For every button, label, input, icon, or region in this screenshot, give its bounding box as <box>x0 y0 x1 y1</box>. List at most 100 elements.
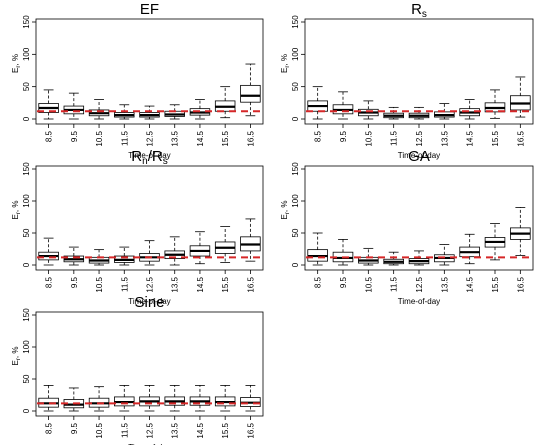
x-tick-label: 10.5 <box>95 276 104 292</box>
x-tick-label: 12.5 <box>415 130 424 146</box>
box-11.5 <box>383 106 404 120</box>
box-9.5 <box>332 238 354 266</box>
x-tick-label: 10.5 <box>364 130 373 146</box>
box-15.5 <box>214 86 236 119</box>
y-axis-label: Er, % <box>280 201 291 220</box>
box-8.5 <box>307 86 328 120</box>
box-10.5 <box>88 99 110 120</box>
x-tick-label: 14.5 <box>196 130 205 146</box>
y-tick-label: 150 <box>291 15 300 29</box>
x-axis-label: Time-of-day <box>128 443 170 445</box>
x-axis-label: Time-of-day <box>128 151 170 160</box>
x-tick-label: 13.5 <box>171 422 180 438</box>
x-tick-label: 9.5 <box>70 422 79 434</box>
panel-1: EF 0 50 100 150 Er, % 8.5 9.5 10.5 11.5 12.5 13.5 14… <box>11 1 264 160</box>
x-tick-label: 13.5 <box>171 130 180 146</box>
box-9.5 <box>63 92 85 120</box>
x-tick-label: 14.5 <box>196 422 205 438</box>
y-tick-label: 0 <box>22 408 31 413</box>
x-tick-label: 16.5 <box>516 130 525 146</box>
y-tick-label: 100 <box>291 47 300 61</box>
panel-title: Sine <box>134 294 164 311</box>
y-tick-label: 50 <box>22 374 31 383</box>
x-tick-label: 11.5 <box>120 276 129 292</box>
box-8.5 <box>38 89 59 120</box>
y-tick-label: 150 <box>22 162 31 176</box>
x-tick-label: 13.5 <box>440 130 449 146</box>
y-tick-label: 150 <box>22 308 31 322</box>
x-tick-label: 9.5 <box>339 276 348 288</box>
y-tick-label: 100 <box>22 194 31 208</box>
x-tick-label: 11.5 <box>390 130 399 146</box>
box-16.5 <box>510 206 531 256</box>
box-12.5 <box>139 240 160 266</box>
box-14.5 <box>189 384 211 412</box>
box-13.5 <box>434 244 455 266</box>
x-tick-label: 14.5 <box>466 276 475 292</box>
iqr-box <box>240 84 261 103</box>
x-tick-label: 11.5 <box>390 276 399 292</box>
y-axis-label: Er, % <box>11 347 22 366</box>
box-16.5 <box>510 76 531 118</box>
box-16.5 <box>240 218 261 262</box>
y-tick-label: 0 <box>291 262 300 267</box>
x-tick-label: 10.5 <box>95 422 104 438</box>
y-tick-label: 150 <box>291 162 300 176</box>
box-8.5 <box>307 232 328 266</box>
box-10.5 <box>358 100 379 120</box>
x-tick-label: 12.5 <box>415 276 424 292</box>
box-9.5 <box>63 246 85 266</box>
y-tick-label: 50 <box>22 82 31 91</box>
box-8.5 <box>38 237 59 266</box>
x-tick-label: 12.5 <box>146 276 155 292</box>
x-tick-label: 9.5 <box>339 130 348 142</box>
panel-title: GA <box>408 148 430 165</box>
box-13.5 <box>164 384 185 412</box>
panel-title: EF <box>140 1 159 18</box>
box-14.5 <box>459 99 480 120</box>
y-axis-label: Er, % <box>11 54 22 73</box>
y-tick-label: 100 <box>22 340 31 354</box>
box-10.5 <box>88 386 110 412</box>
box-12.5 <box>139 105 160 120</box>
box-14.5 <box>189 231 211 265</box>
panel-2: Rs 0 50 100 150 Er, % 8.5 9.5 10.5 11.5 12.5 13.5 14… <box>280 1 534 160</box>
panel-3: Rn/Rs 0 50 100 150 Er, % 8.5 9.5 10.5 11.5 12.5 13.… <box>11 148 264 306</box>
x-tick-label: 16.5 <box>246 130 255 146</box>
x-tick-label: 16.5 <box>516 276 525 292</box>
box-12.5 <box>139 384 160 412</box>
x-tick-label: 8.5 <box>314 276 323 288</box>
panel-title: Rn/Rs <box>131 148 167 167</box>
x-tick-label: 15.5 <box>221 422 230 438</box>
box-13.5 <box>164 104 185 120</box>
x-tick-label: 13.5 <box>440 276 449 292</box>
y-tick-label: 0 <box>291 116 300 121</box>
x-tick-label: 15.5 <box>221 276 230 292</box>
x-tick-label: 11.5 <box>120 422 129 438</box>
y-axis-label: Er, % <box>11 201 22 220</box>
x-tick-label: 15.5 <box>221 130 230 146</box>
x-tick-label: 13.5 <box>171 276 180 292</box>
box-15.5 <box>214 384 236 412</box>
x-tick-label: 16.5 <box>246 276 255 292</box>
box-11.5 <box>114 384 135 412</box>
box-8.5 <box>38 384 59 412</box>
box-9.5 <box>63 387 85 412</box>
y-tick-label: 0 <box>22 116 31 121</box>
panel-5: Sine 0 50 100 150 Er, % 8.5 9.5 10.5 11.5 12.5 13.5… <box>11 294 264 445</box>
box-14.5 <box>189 99 211 120</box>
x-tick-label: 8.5 <box>314 130 323 142</box>
box-15.5 <box>484 89 506 119</box>
y-tick-label: 150 <box>22 15 31 29</box>
x-tick-label: 12.5 <box>146 422 155 438</box>
y-axis-label: Er, % <box>280 54 291 73</box>
box-16.5 <box>240 63 261 117</box>
panel-4: GA 0 50 100 150 Er, % 8.5 9.5 10.5 11.5 12.5 13.5 14… <box>280 148 534 306</box>
box-9.5 <box>332 91 354 120</box>
box-11.5 <box>383 251 404 266</box>
y-tick-label: 50 <box>22 228 31 237</box>
x-axis-label: Time-of-day <box>398 151 440 160</box>
x-tick-label: 14.5 <box>466 130 475 146</box>
box-15.5 <box>214 226 236 263</box>
